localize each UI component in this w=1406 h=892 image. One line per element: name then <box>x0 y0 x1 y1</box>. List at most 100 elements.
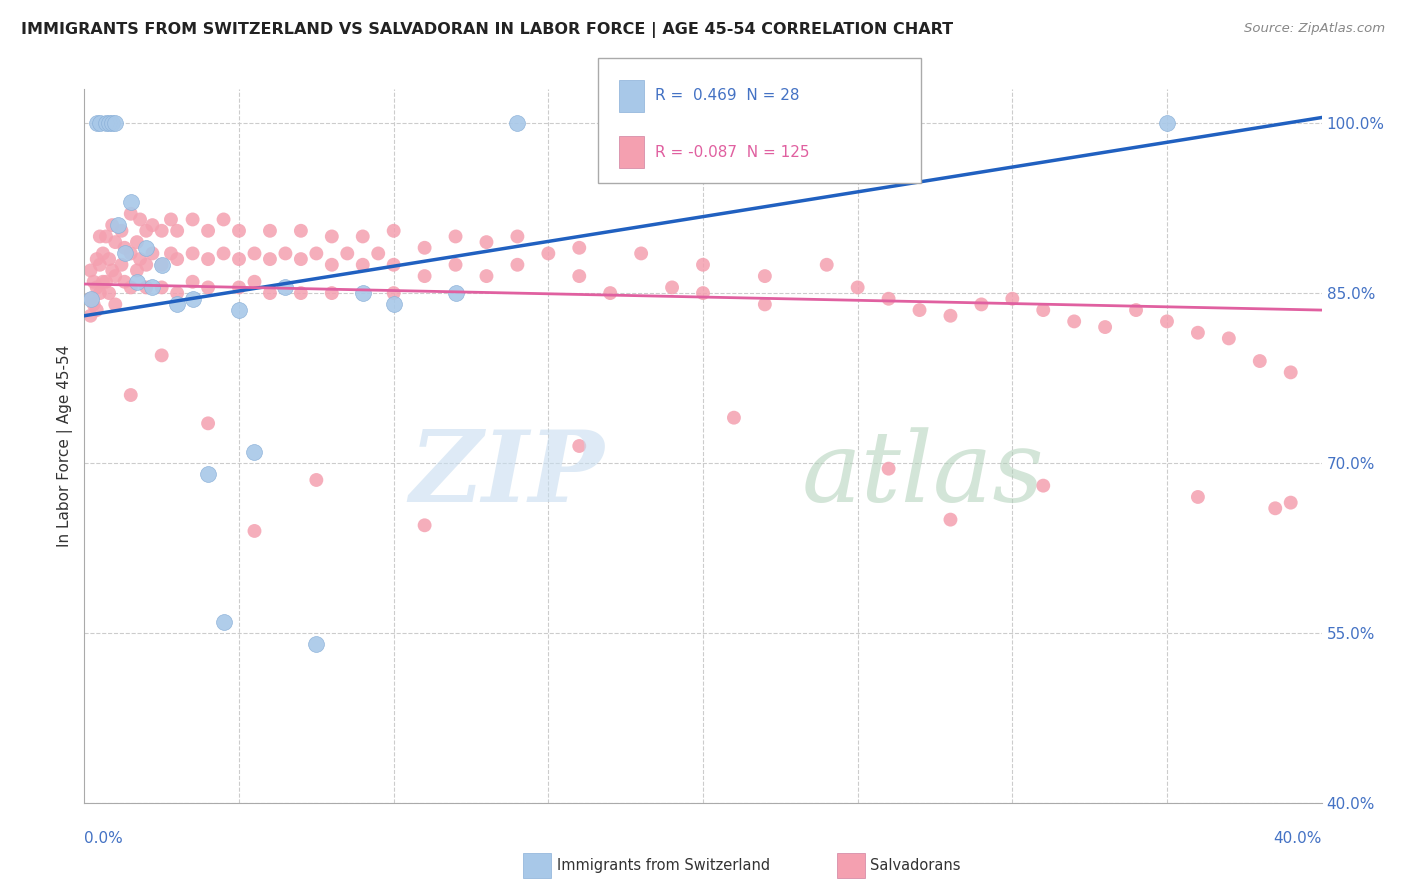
Point <box>125 263 148 277</box>
Point <box>98 116 121 130</box>
Point <box>1156 314 1178 328</box>
Point <box>692 258 714 272</box>
Point <box>166 252 188 266</box>
Point <box>86 280 108 294</box>
Point <box>413 518 436 533</box>
Point <box>321 258 343 272</box>
Point <box>89 286 111 301</box>
Text: atlas: atlas <box>801 427 1045 522</box>
Point <box>1125 303 1147 318</box>
Point <box>150 258 173 272</box>
Point <box>1032 478 1054 492</box>
Point <box>150 280 173 294</box>
Point <box>290 224 312 238</box>
Point <box>150 348 173 362</box>
Point <box>815 258 838 272</box>
Point <box>413 241 436 255</box>
Point <box>321 229 343 244</box>
Point <box>101 218 124 232</box>
Point <box>104 269 127 284</box>
Text: 0.0%: 0.0% <box>84 831 124 847</box>
Point <box>114 241 136 255</box>
Point <box>352 286 374 301</box>
Point <box>305 246 328 260</box>
Point <box>181 292 204 306</box>
Point <box>1032 303 1054 318</box>
Point <box>939 309 962 323</box>
Point <box>444 286 467 301</box>
Point <box>228 224 250 238</box>
Point <box>197 417 219 431</box>
Point <box>243 524 266 538</box>
Point <box>104 297 127 311</box>
Point <box>1279 365 1302 379</box>
Text: 40.0%: 40.0% <box>1274 831 1322 847</box>
Point <box>382 297 405 311</box>
Point <box>79 309 101 323</box>
Point <box>568 439 591 453</box>
Point <box>321 286 343 301</box>
Point <box>382 224 405 238</box>
Point <box>908 303 931 318</box>
Point <box>305 637 328 651</box>
Point <box>135 280 157 294</box>
Point <box>197 224 219 238</box>
Point <box>1249 354 1271 368</box>
Point <box>89 258 111 272</box>
Point <box>1264 501 1286 516</box>
Point <box>181 212 204 227</box>
Text: Immigrants from Switzerland: Immigrants from Switzerland <box>557 858 770 872</box>
Point <box>110 258 132 272</box>
Point <box>939 513 962 527</box>
Text: ZIP: ZIP <box>409 426 605 523</box>
Point <box>1187 490 1209 504</box>
Point <box>125 275 148 289</box>
Point <box>98 252 121 266</box>
Point <box>101 263 124 277</box>
Point <box>86 116 108 130</box>
Point <box>141 280 163 294</box>
Point <box>129 252 152 266</box>
Point <box>79 263 101 277</box>
Point <box>537 246 560 260</box>
Text: IMMIGRANTS FROM SWITZERLAND VS SALVADORAN IN LABOR FORCE | AGE 45-54 CORRELATION: IMMIGRANTS FROM SWITZERLAND VS SALVADORA… <box>21 22 953 38</box>
Point <box>160 212 183 227</box>
Point <box>1001 292 1024 306</box>
Point <box>125 235 148 249</box>
Point <box>970 297 993 311</box>
Text: R = -0.087  N = 125: R = -0.087 N = 125 <box>655 145 810 160</box>
Point <box>107 218 129 232</box>
Point <box>506 258 529 272</box>
Text: Salvadorans: Salvadorans <box>870 858 960 872</box>
Point <box>723 410 745 425</box>
Point <box>101 116 124 130</box>
Point <box>141 218 163 232</box>
Point <box>382 258 405 272</box>
Point <box>212 615 235 629</box>
Point <box>79 292 101 306</box>
Point <box>98 286 121 301</box>
Point <box>94 229 117 244</box>
Point <box>166 286 188 301</box>
Point <box>197 280 219 294</box>
Point <box>290 252 312 266</box>
Point <box>110 224 132 238</box>
Point <box>243 275 266 289</box>
Point <box>259 224 281 238</box>
Point <box>444 258 467 272</box>
Point <box>181 275 204 289</box>
Point <box>661 280 683 294</box>
Point <box>599 286 621 301</box>
Point <box>630 246 652 260</box>
Point <box>160 246 183 260</box>
Point <box>475 269 498 284</box>
Point <box>413 269 436 284</box>
Point <box>86 252 108 266</box>
Point <box>197 252 219 266</box>
Point <box>877 292 900 306</box>
Point <box>150 224 173 238</box>
Point <box>259 252 281 266</box>
Point <box>305 473 328 487</box>
Point <box>104 116 127 130</box>
Point <box>135 258 157 272</box>
